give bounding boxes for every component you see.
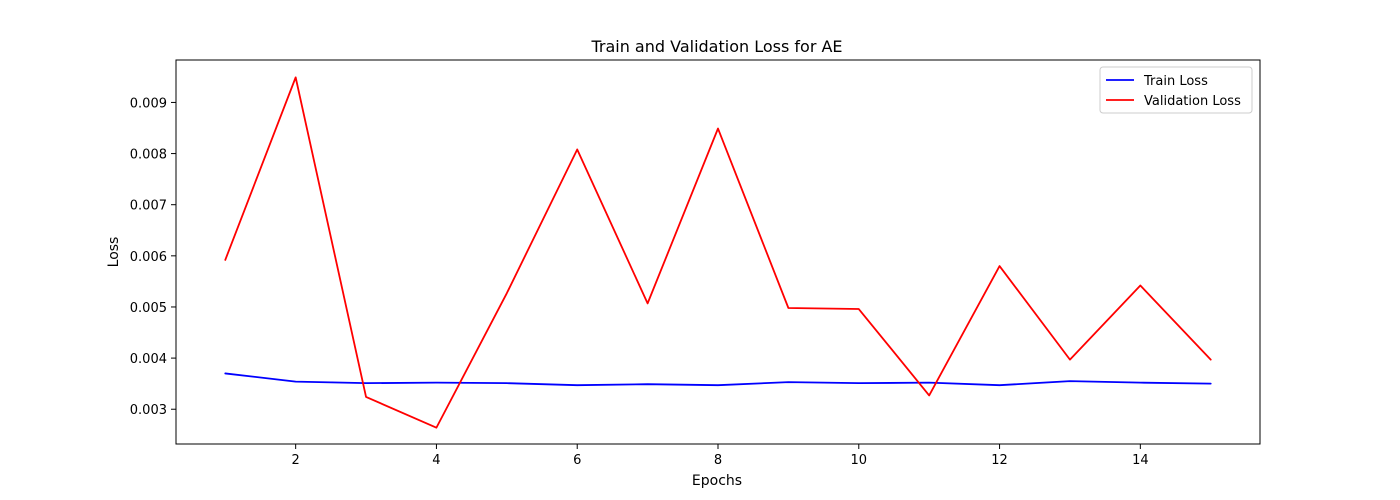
legend-box <box>1099 66 1253 114</box>
legend-label: Train Loss <box>1143 74 1208 89</box>
legend-label: Validation Loss <box>1144 94 1241 109</box>
x-tick-label: 6 <box>573 453 581 468</box>
y-tick-label: 0.009 <box>130 96 167 111</box>
y-axis: 0.003 0.004 0.005 0.006 0.007 0.008 0.009 <box>130 96 176 418</box>
y-axis-label: Loss <box>106 237 122 268</box>
x-tick-label: 2 <box>292 453 300 468</box>
chart-title: Train and Validation Loss for AE <box>590 37 842 56</box>
x-tick-label: 14 <box>1132 453 1149 468</box>
x-tick-label: 12 <box>991 453 1008 468</box>
y-tick-label: 0.008 <box>130 148 167 163</box>
y-tick-label: 0.007 <box>130 199 167 214</box>
y-tick-label: 0.003 <box>130 403 167 418</box>
y-tick-label: 0.004 <box>130 352 167 367</box>
series-line-train-loss <box>224 372 1212 387</box>
plot-area <box>224 76 1212 429</box>
x-tick-label: 4 <box>432 453 440 468</box>
x-axis-label: Epochs <box>692 473 742 489</box>
y-tick-label: 0.005 <box>130 301 167 316</box>
series-line-validation-loss <box>224 76 1212 429</box>
y-tick-label: 0.006 <box>130 250 167 265</box>
plot-frame <box>175 59 1261 445</box>
x-axis: 2 4 6 8 10 12 14 <box>292 444 1149 468</box>
legend: Train Loss Validation Loss <box>1099 66 1253 114</box>
x-tick-label: 10 <box>851 453 868 468</box>
x-tick-label: 8 <box>714 453 722 468</box>
